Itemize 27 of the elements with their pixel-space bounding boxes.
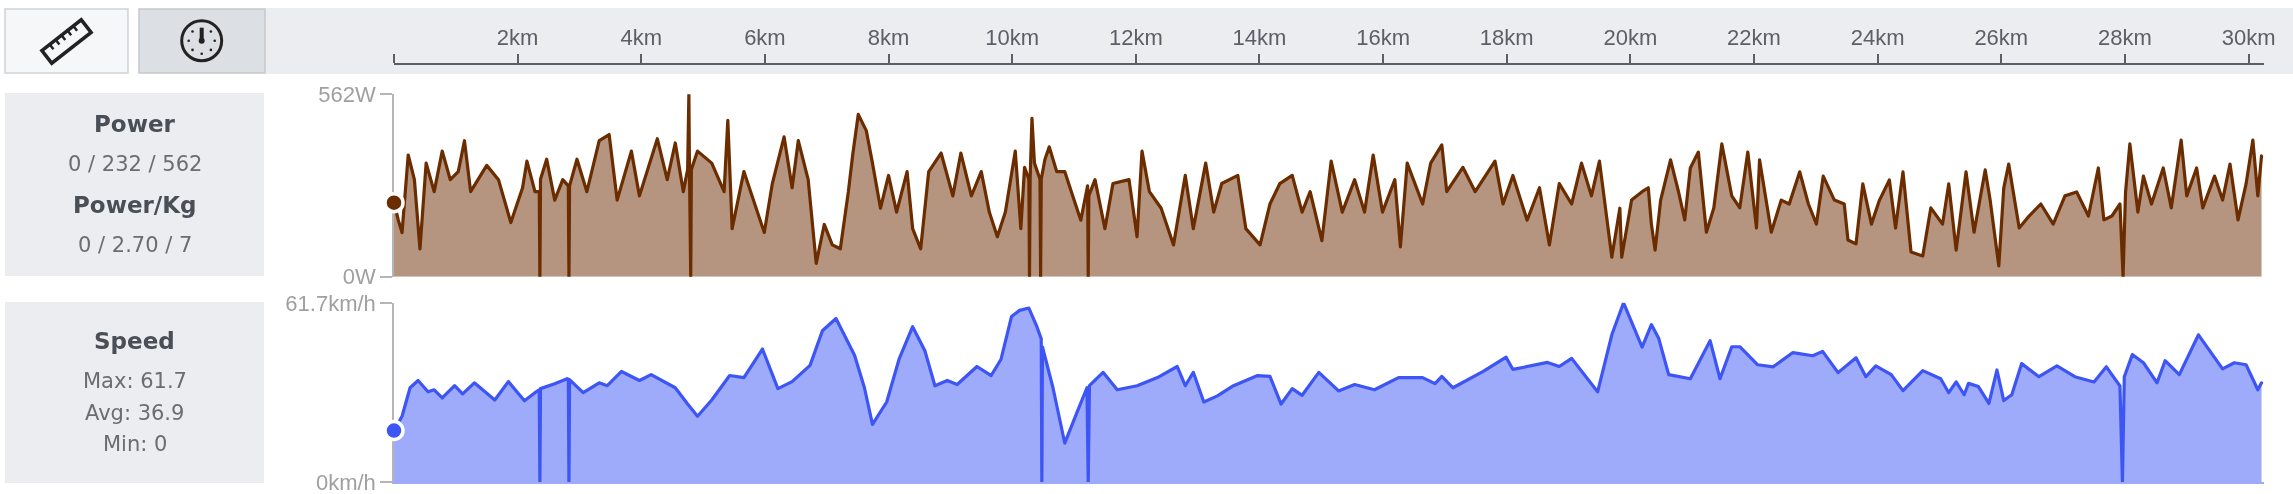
x-tick-label: 2km (496, 25, 539, 51)
x-tick-label: 18km (1479, 25, 1534, 51)
text: Max: 61.7 (83, 369, 187, 393)
text: 0 / 2.70 / 7 (78, 233, 193, 257)
text: 0 / 232 / 562 (68, 152, 203, 176)
x-tick-label: 14km (1232, 25, 1287, 51)
x-tick-label: 6km (744, 25, 786, 51)
y-tick-label: 0km/h (315, 470, 376, 494)
x-tick-label: 8km (867, 25, 910, 51)
x-tick-label: 20km (1603, 25, 1658, 51)
x-tick-label: 12km (1108, 25, 1163, 51)
x-tick-label: 24km (1850, 25, 1905, 51)
text: Power (94, 111, 176, 137)
text: Power/Kg (73, 192, 197, 218)
x-tick-label: 28km (2098, 25, 2152, 51)
x-tick-label: 10km (985, 25, 1040, 51)
x-tick-label: 4km (620, 25, 663, 51)
text: Avg: 36.9 (85, 401, 185, 425)
y-tick-label: 0W (342, 264, 377, 290)
y-tick-label: 61.7km/h (285, 290, 376, 316)
x-tick-label: 30km (2221, 25, 2276, 51)
text: Speed (94, 328, 175, 354)
y-tick-label: 562W (318, 82, 377, 107)
x-tick-label: 16km (1356, 25, 1410, 51)
x-tick-label: 22km (1727, 25, 1781, 51)
text: Min: 0 (103, 432, 168, 456)
x-tick-label: 26km (1974, 25, 2029, 51)
